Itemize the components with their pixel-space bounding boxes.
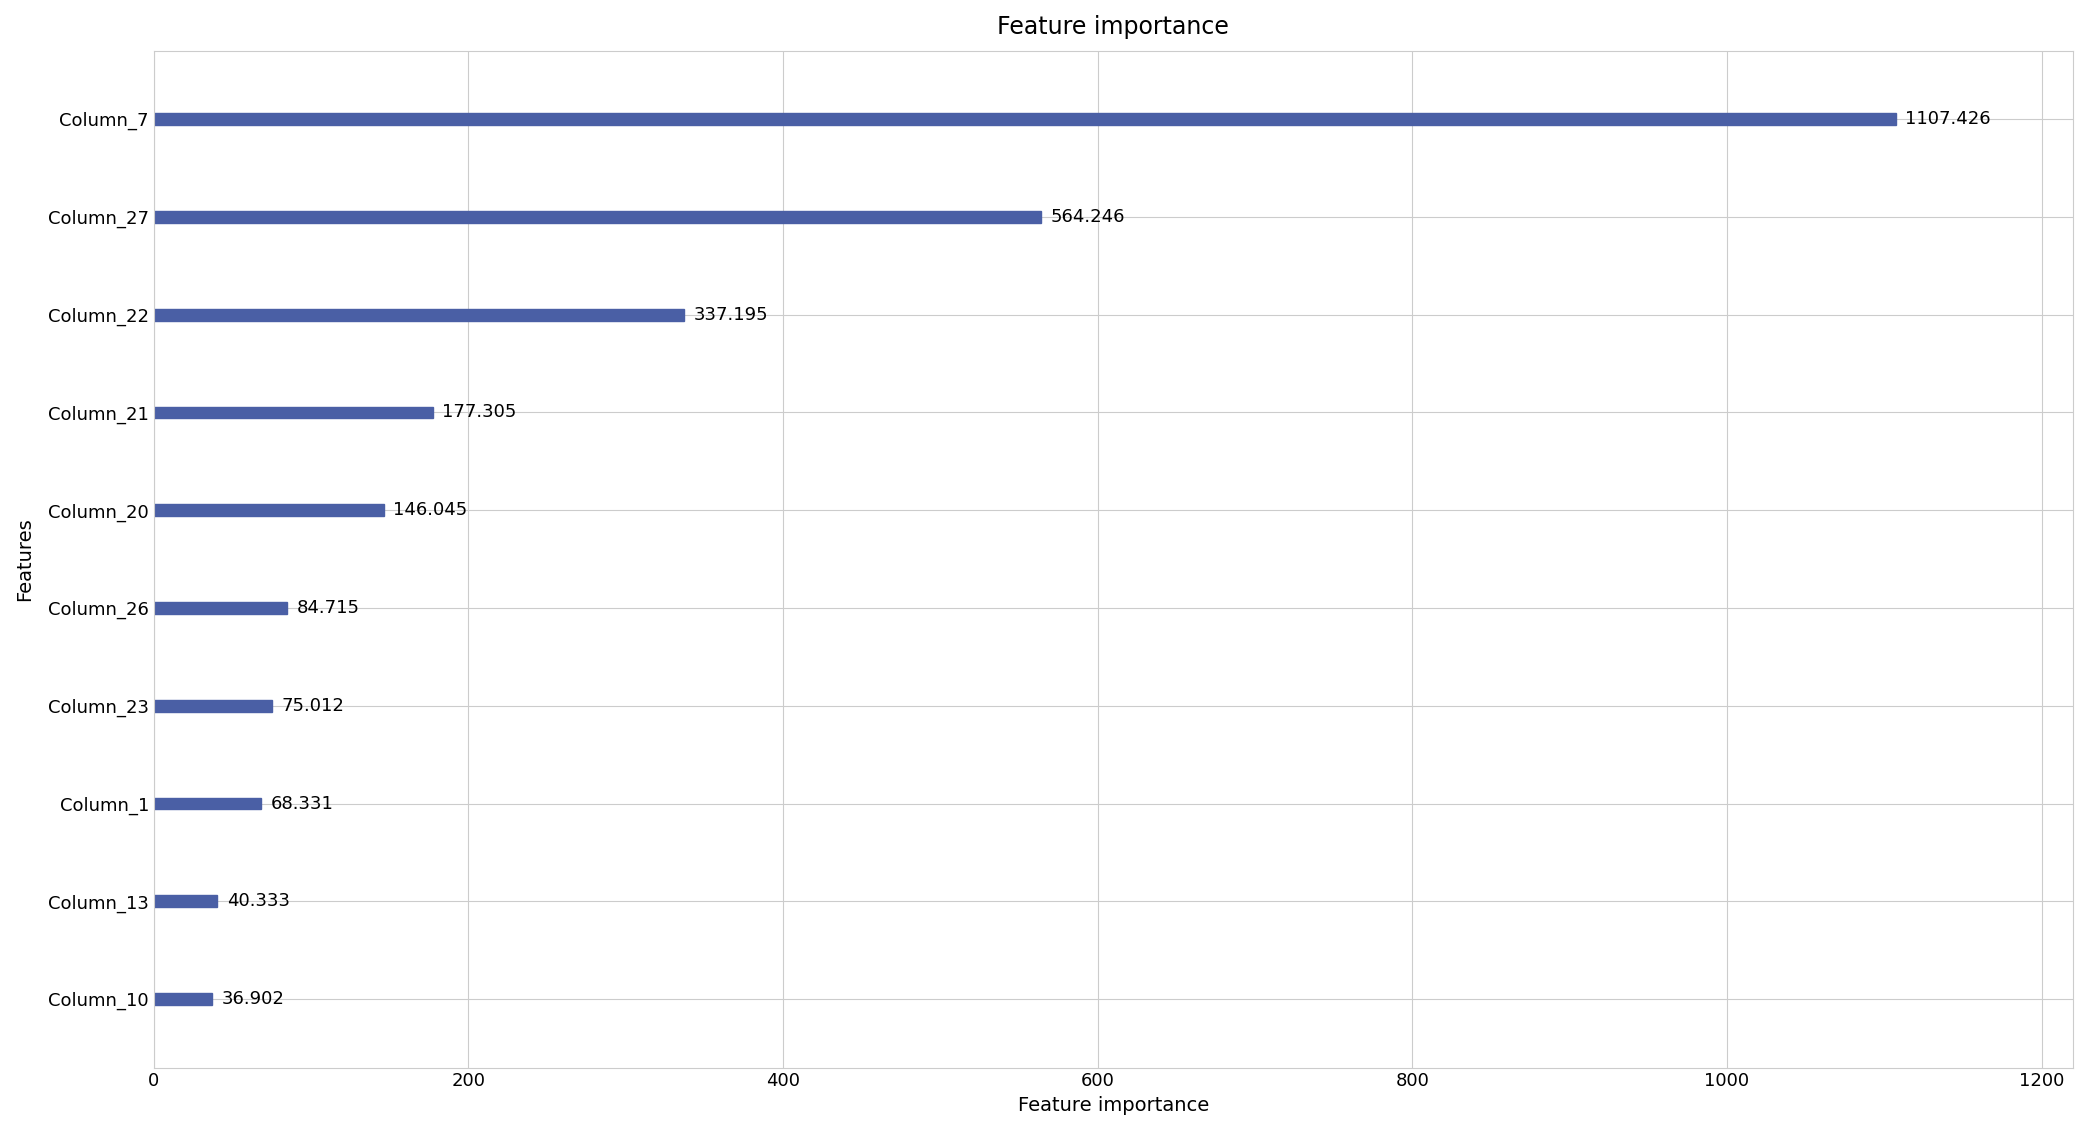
Text: 1107.426: 1107.426	[1906, 110, 1992, 128]
Y-axis label: Features: Features	[15, 518, 33, 601]
Bar	[155, 602, 286, 614]
Bar	[155, 504, 384, 516]
Bar	[155, 895, 217, 907]
Bar	[155, 211, 1042, 223]
Bar	[155, 113, 1896, 125]
Text: 146.045: 146.045	[393, 502, 468, 519]
Text: 36.902: 36.902	[221, 990, 284, 1008]
Title: Feature importance: Feature importance	[998, 15, 1230, 40]
Text: 177.305: 177.305	[443, 403, 516, 421]
Bar	[155, 699, 271, 712]
X-axis label: Feature importance: Feature importance	[1017, 1096, 1209, 1115]
Bar	[155, 308, 685, 321]
Bar	[155, 407, 432, 418]
Bar	[155, 798, 261, 809]
Text: 75.012: 75.012	[282, 697, 345, 715]
Text: 68.331: 68.331	[271, 794, 334, 812]
Bar	[155, 993, 211, 1005]
Text: 40.333: 40.333	[228, 893, 290, 911]
Text: 84.715: 84.715	[296, 599, 359, 617]
Text: 337.195: 337.195	[693, 306, 768, 323]
Text: 564.246: 564.246	[1050, 208, 1125, 226]
